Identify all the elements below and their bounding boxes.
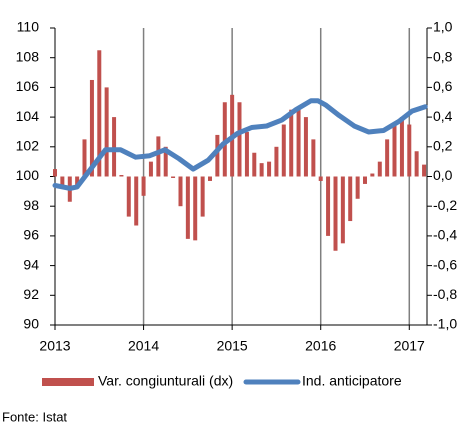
bar bbox=[53, 169, 57, 177]
bar bbox=[185, 176, 190, 239]
bar bbox=[333, 176, 338, 251]
y2-tick-label: 0,0 bbox=[433, 167, 453, 183]
y2-tick-label: -0,2 bbox=[433, 197, 457, 213]
bar bbox=[178, 176, 183, 207]
bar bbox=[134, 176, 139, 226]
bar bbox=[82, 139, 87, 177]
bar bbox=[370, 173, 375, 177]
bar bbox=[156, 136, 161, 177]
bar bbox=[215, 134, 220, 177]
y2-tick-label: -0,6 bbox=[433, 256, 457, 272]
x-tick-label: 2016 bbox=[305, 338, 336, 354]
y-tick-label: 92 bbox=[23, 286, 39, 302]
bar bbox=[377, 161, 382, 177]
bar bbox=[193, 176, 198, 241]
bar bbox=[392, 124, 397, 177]
bar bbox=[171, 176, 176, 178]
bar bbox=[237, 102, 242, 177]
bar bbox=[141, 176, 146, 196]
bar bbox=[60, 176, 65, 189]
legend-swatch bbox=[42, 378, 94, 386]
y-tick-label: 106 bbox=[16, 78, 40, 94]
bar bbox=[126, 176, 131, 217]
y-tick-label: 98 bbox=[23, 197, 39, 213]
y2-tick-label: -1,0 bbox=[433, 316, 457, 332]
bar bbox=[244, 131, 249, 177]
y2-tick-label: -0,4 bbox=[433, 227, 457, 243]
bar bbox=[289, 109, 294, 177]
legend-label: Ind. anticipatore bbox=[302, 373, 402, 389]
bar bbox=[75, 176, 80, 189]
bar bbox=[348, 176, 353, 222]
y2-tick-label: 0,2 bbox=[433, 138, 453, 154]
bar bbox=[363, 176, 367, 184]
y-tick-label: 94 bbox=[23, 256, 39, 272]
bar bbox=[89, 79, 94, 177]
bar bbox=[119, 175, 124, 177]
bar bbox=[148, 161, 153, 177]
y2-tick-label: 0,6 bbox=[433, 78, 453, 94]
y-tick-label: 96 bbox=[23, 227, 39, 243]
y-tick-label: 110 bbox=[17, 19, 40, 35]
source-note: Fonte: Istat bbox=[2, 409, 67, 424]
y-tick-label: 102 bbox=[16, 138, 40, 154]
bar bbox=[222, 102, 227, 177]
x-tick-label: 2015 bbox=[217, 338, 248, 354]
legend-label: Var. congiunturali (dx) bbox=[98, 373, 233, 389]
bar bbox=[303, 117, 308, 177]
y-tick-label: 100 bbox=[16, 167, 40, 183]
x-tick-label: 2017 bbox=[394, 338, 425, 354]
bar bbox=[422, 164, 427, 177]
bar bbox=[163, 146, 168, 177]
line bbox=[52, 98, 428, 191]
y-tick-label: 90 bbox=[23, 316, 39, 332]
bar bbox=[340, 176, 345, 244]
y2-tick-label: 0,8 bbox=[433, 48, 453, 64]
bar bbox=[97, 50, 102, 177]
y-tick-label: 104 bbox=[16, 108, 40, 124]
bar bbox=[414, 151, 419, 177]
bar bbox=[104, 87, 109, 177]
bar bbox=[267, 161, 272, 177]
bar bbox=[208, 176, 212, 181]
bar bbox=[296, 109, 301, 177]
bar bbox=[326, 176, 331, 236]
bar bbox=[112, 117, 117, 177]
bar bbox=[407, 124, 412, 177]
bar bbox=[355, 176, 360, 199]
bar bbox=[399, 117, 404, 177]
bar bbox=[318, 176, 323, 181]
bar bbox=[274, 146, 279, 177]
x-tick-label: 2014 bbox=[128, 338, 159, 354]
bar bbox=[385, 139, 390, 177]
y2-tick-label: -0,8 bbox=[433, 286, 457, 302]
y2-tick-label: 0,4 bbox=[433, 108, 453, 124]
bar bbox=[200, 176, 205, 217]
bar bbox=[252, 152, 257, 177]
x-tick-label: 2013 bbox=[39, 338, 70, 354]
y2-tick-label: 1,0 bbox=[433, 19, 453, 35]
y-tick-label: 108 bbox=[16, 48, 40, 64]
bar bbox=[259, 163, 264, 177]
bar bbox=[311, 139, 316, 177]
bar bbox=[281, 124, 286, 177]
